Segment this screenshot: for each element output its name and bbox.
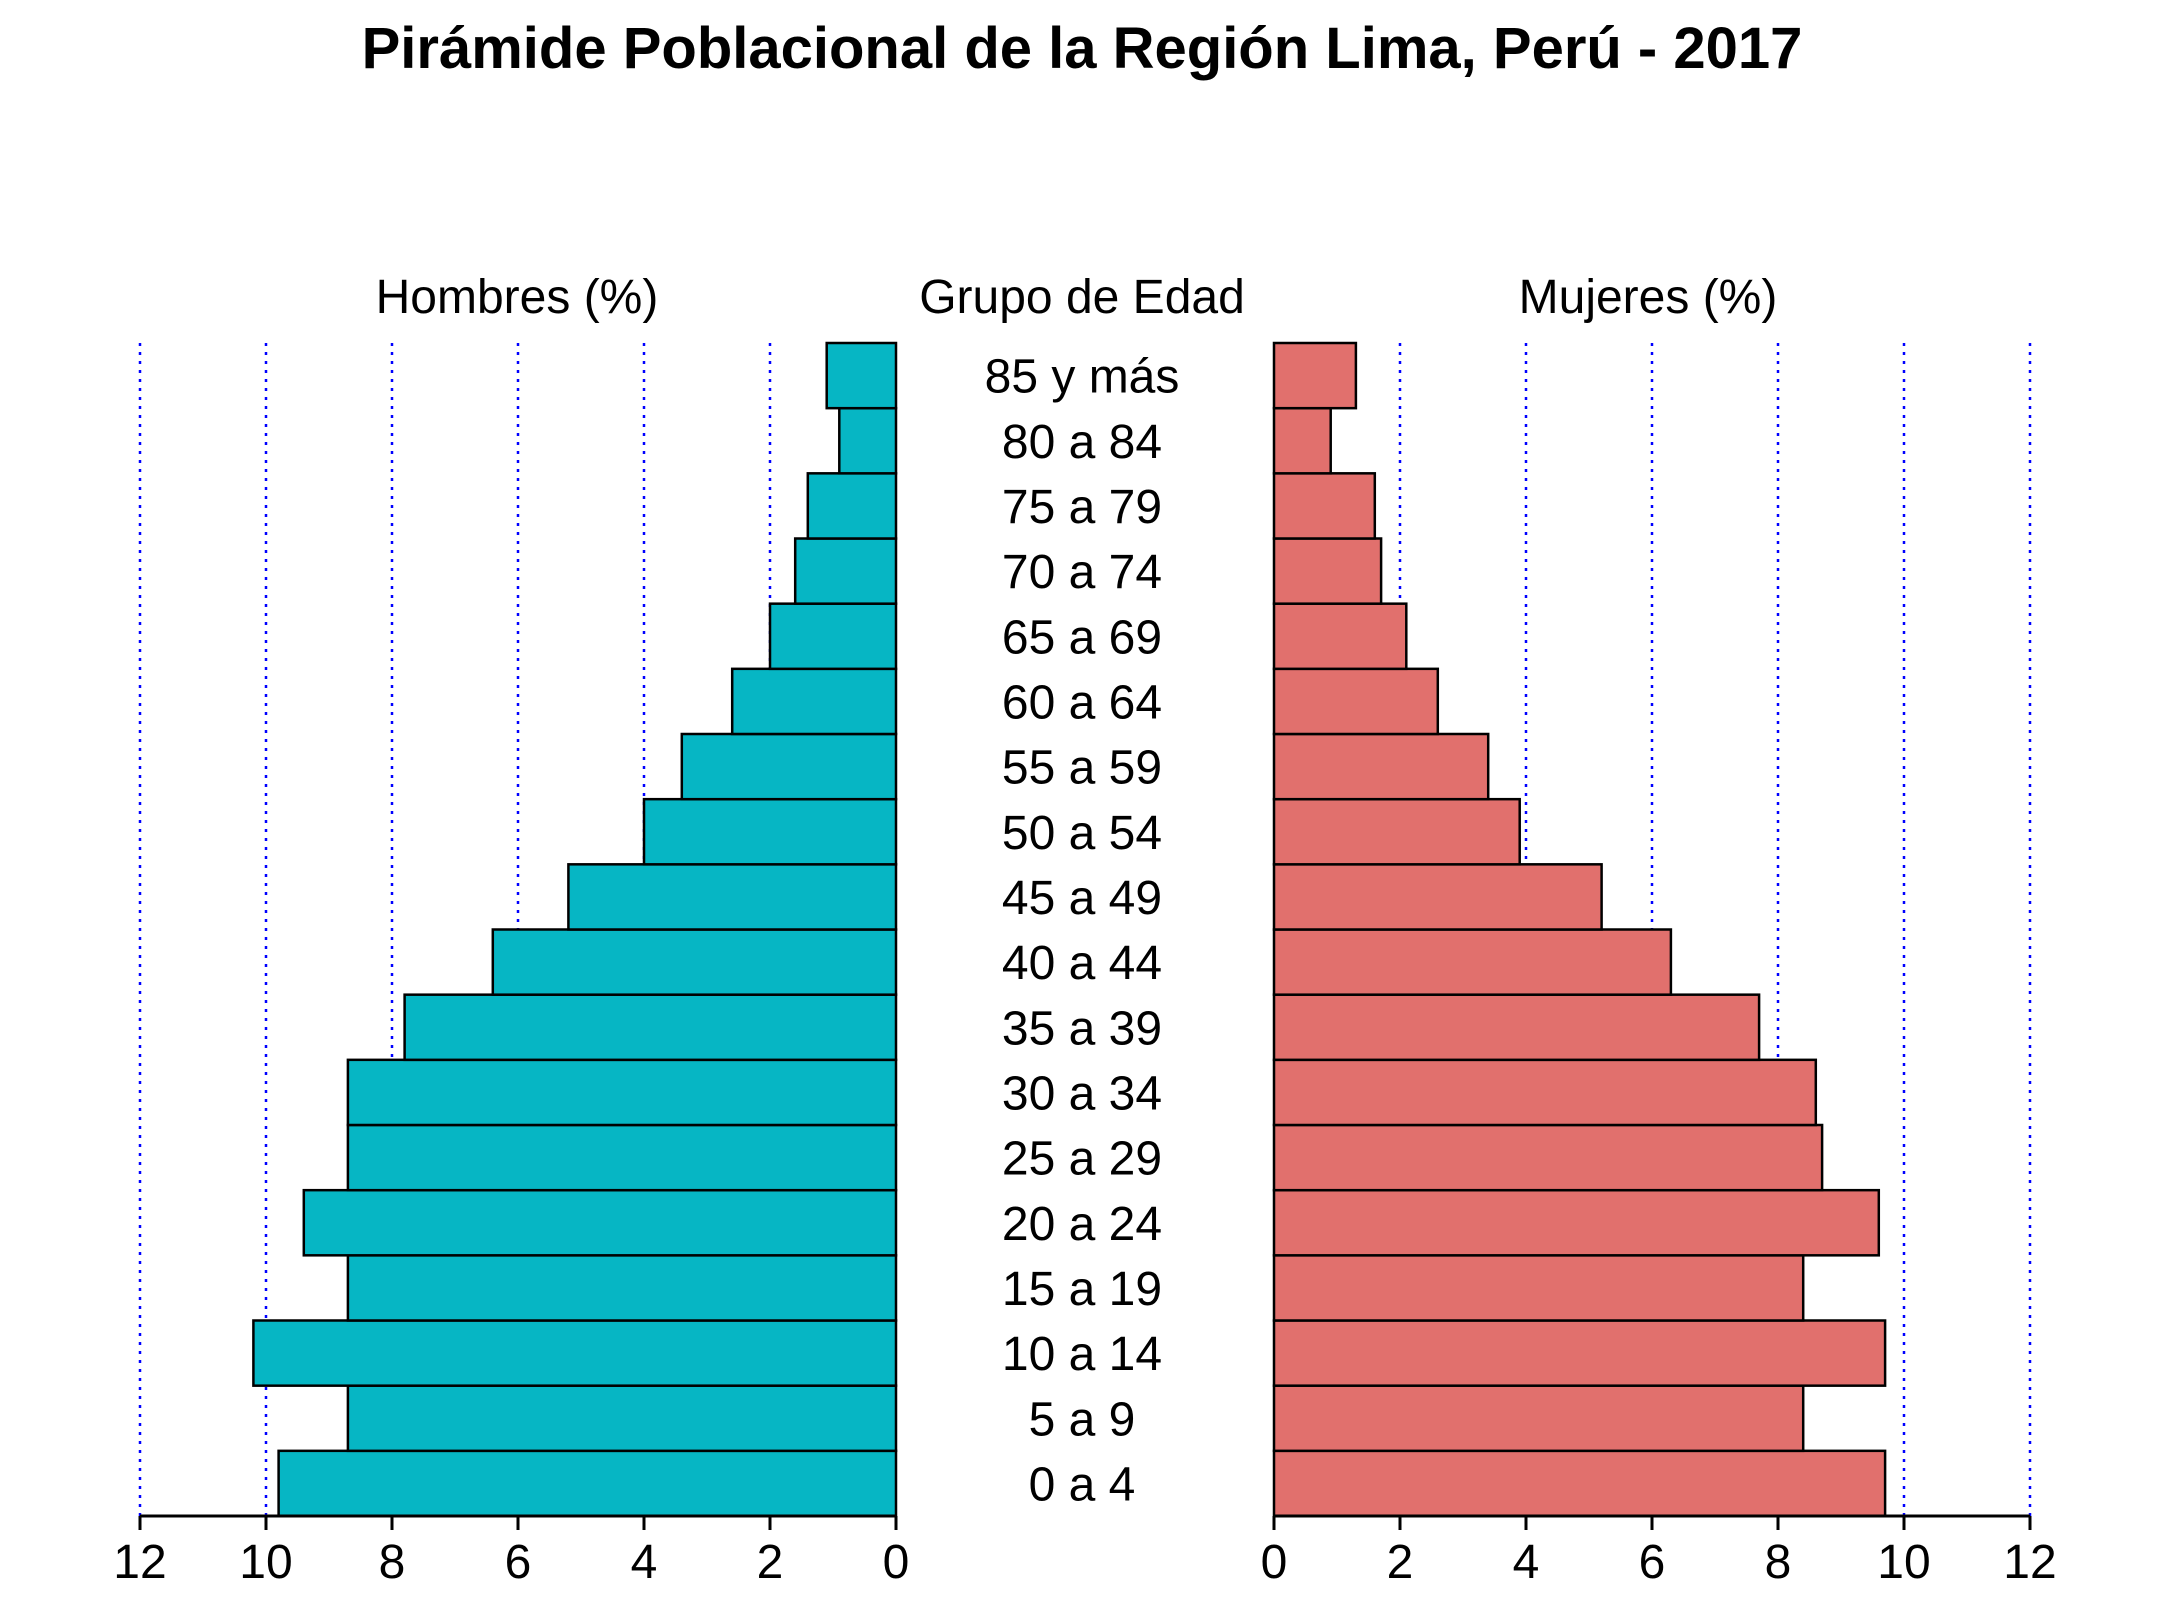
- x-tick-label-left: 4: [631, 1536, 658, 1589]
- chart-title: Pirámide Poblacional de la Región Lima, …: [362, 16, 1803, 81]
- age-group-label: 40 a 44: [1002, 937, 1162, 990]
- age-group-labels: 0 a 4 5 a 9 10 a 14 15 a 19 20 a 24 25 a 29 30…: [985, 351, 1180, 1512]
- x-tick-label-right: 8: [1765, 1536, 1792, 1589]
- x-tick-label-right: 0: [1261, 1536, 1288, 1589]
- bar-male: [252, 1319, 898, 1387]
- age-group-label: 65 a 69: [1002, 611, 1162, 664]
- x-tick-label-left: 8: [379, 1536, 406, 1589]
- bar-male: [346, 1384, 898, 1453]
- bar-male: [346, 1254, 898, 1322]
- age-group-label: 60 a 64: [1002, 676, 1162, 729]
- bar-male: [491, 928, 898, 996]
- bar-male: [567, 863, 898, 931]
- age-group-label: 20 a 24: [1002, 1198, 1162, 1251]
- age-group-label: 0 a 4: [1029, 1458, 1136, 1511]
- age-group-label: 35 a 39: [1002, 1002, 1162, 1055]
- x-tick-label-left: 6: [505, 1536, 532, 1589]
- bar-female: [1272, 863, 1603, 931]
- age-group-label: 55 a 59: [1002, 742, 1162, 795]
- age-group-label: 10 a 14: [1002, 1328, 1162, 1381]
- bar-male: [838, 406, 898, 475]
- bar-female: [1272, 667, 1440, 736]
- age-group-label: 45 a 49: [1002, 872, 1162, 925]
- bar-male: [302, 1188, 898, 1257]
- bar-female: [1272, 602, 1408, 671]
- age-group-label: 80 a 84: [1002, 416, 1162, 469]
- age-group-label: 25 a 29: [1002, 1133, 1162, 1186]
- bar-female: [1272, 732, 1490, 801]
- bar-female: [1272, 472, 1377, 540]
- bar-male: [793, 537, 898, 605]
- bar-female: [1272, 1058, 1818, 1127]
- bar-female: [1272, 797, 1521, 866]
- age-group-label: 85 y más: [985, 351, 1180, 404]
- bar-male: [806, 472, 898, 540]
- bar-male: [277, 1449, 898, 1518]
- bar-female: [1272, 1254, 1805, 1322]
- age-group-label: 50 a 54: [1002, 807, 1162, 860]
- bar-female: [1272, 406, 1332, 475]
- bar-female: [1272, 1449, 1887, 1518]
- x-tick-label-right: 4: [1513, 1536, 1540, 1589]
- bar-male: [642, 797, 898, 866]
- x-tick-label-right: 6: [1639, 1536, 1666, 1589]
- bar-female: [1272, 1319, 1887, 1387]
- bar-male: [403, 993, 898, 1062]
- x-axes: 0 0 2 2 4 4 6 6 8 8 10 10 12 12: [113, 1514, 2057, 1589]
- x-tick-label-left: 12: [113, 1536, 166, 1589]
- bar-male: [730, 667, 898, 736]
- bar-male: [346, 1123, 898, 1192]
- bar-female: [1272, 1123, 1824, 1192]
- bar-female: [1272, 993, 1761, 1062]
- bar-female: [1272, 1188, 1881, 1257]
- bar-female: [1272, 1384, 1805, 1453]
- bar-male: [825, 341, 898, 410]
- age-group-header: Grupo de Edad: [919, 271, 1245, 324]
- female-panel-header: Mujeres (%): [1519, 271, 1778, 324]
- male-panel-header: Hombres (%): [376, 271, 659, 324]
- age-group-label: 5 a 9: [1029, 1393, 1136, 1446]
- x-tick-label-left: 10: [239, 1536, 292, 1589]
- bar-female: [1272, 537, 1383, 605]
- bars: [252, 341, 1887, 1518]
- x-tick-label-left: 2: [757, 1536, 784, 1589]
- age-group-label: 15 a 19: [1002, 1263, 1162, 1316]
- bar-male: [768, 602, 898, 671]
- x-tick-label-right: 12: [2003, 1536, 2056, 1589]
- age-group-label: 30 a 34: [1002, 1067, 1162, 1120]
- bar-male: [680, 732, 898, 801]
- bar-male: [346, 1058, 898, 1127]
- x-tick-label-right: 2: [1387, 1536, 1414, 1589]
- age-group-label: 75 a 79: [1002, 481, 1162, 534]
- bar-female: [1272, 928, 1673, 996]
- x-tick-label-left: 0: [883, 1536, 910, 1589]
- x-tick-label-right: 10: [1877, 1536, 1930, 1589]
- bar-female: [1272, 341, 1358, 410]
- age-group-label: 70 a 74: [1002, 546, 1162, 599]
